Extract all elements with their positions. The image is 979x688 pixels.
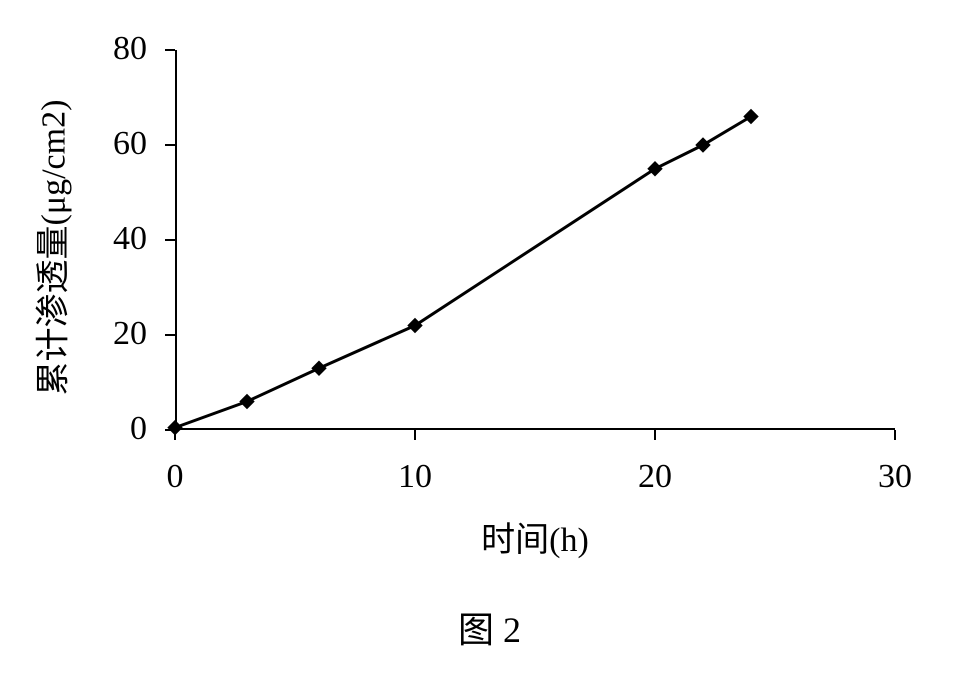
y-axis-title: 累计渗透量(μg/cm2) (26, 48, 75, 448)
figure-caption: 图 2 (0, 601, 979, 653)
x-tick-mark (414, 430, 416, 440)
x-tick-label: 20 (615, 458, 695, 496)
y-tick-label: 40 (113, 220, 147, 258)
y-tick-label: 20 (113, 315, 147, 353)
x-tick-label: 0 (135, 458, 215, 496)
data-point (696, 138, 710, 152)
y-tick-mark (165, 49, 175, 51)
series-line (175, 117, 751, 428)
x-tick-mark (894, 430, 896, 440)
data-point (240, 395, 254, 409)
data-point (312, 361, 326, 375)
x-tick-label: 30 (855, 458, 935, 496)
y-tick-label: 0 (130, 410, 147, 448)
figure: 累计渗透量(μg/cm2) 时间(h) 图 2 0 20 40 60 80 0 10 20 30 (0, 0, 979, 688)
data-point (744, 110, 758, 124)
y-tick-mark (165, 334, 175, 336)
x-tick-mark (654, 430, 656, 440)
y-tick-mark (165, 239, 175, 241)
y-tick-mark (165, 144, 175, 146)
x-axis-title: 时间(h) (175, 512, 895, 561)
x-tick-label: 10 (375, 458, 455, 496)
y-tick-label: 80 (113, 30, 147, 68)
x-tick-mark (174, 430, 176, 440)
y-tick-label: 60 (113, 125, 147, 163)
